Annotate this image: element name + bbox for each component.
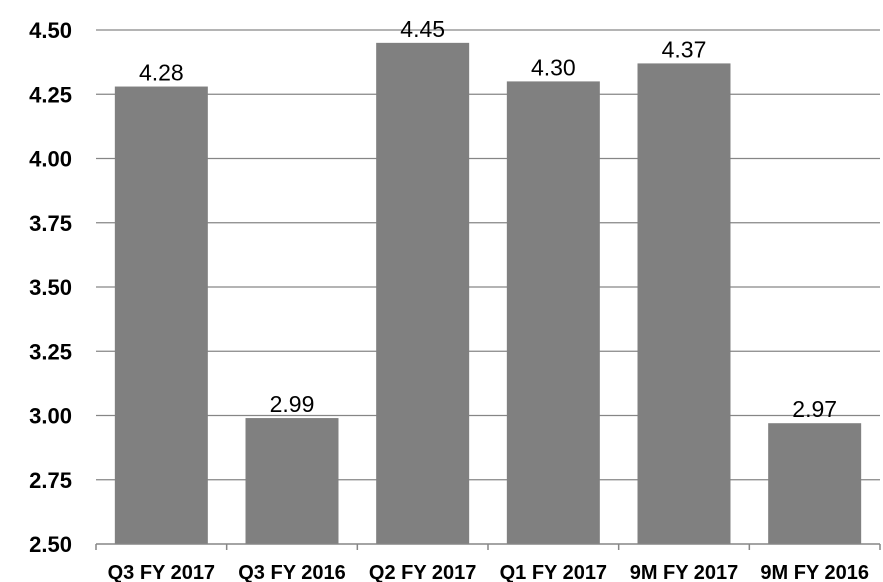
bar [506, 81, 600, 545]
axes [95, 543, 881, 550]
data-label: 2.99 [270, 391, 315, 417]
y-tick-label: 4.50 [29, 18, 72, 43]
y-tick-label: 4.00 [29, 147, 72, 172]
x-tick-label: Q3 FY 2017 [108, 562, 215, 582]
x-tick-label: 9M FY 2017 [630, 562, 739, 582]
bar [245, 418, 339, 544]
labels: 2.50 2.75 3.00 3.25 3.50 3.75 4.00 4.25 4.50 4.28… [29, 16, 869, 582]
bar [114, 86, 208, 544]
data-label: 4.37 [662, 36, 707, 62]
x-tick-label: 9M FY 2016 [760, 562, 869, 582]
gridlines [96, 29, 880, 481]
y-tick-label: 4.25 [29, 82, 72, 107]
x-tick-label: Q2 FY 2017 [369, 562, 476, 582]
bars [114, 42, 862, 545]
data-label: 4.30 [531, 54, 576, 80]
y-tick-label: 3.00 [29, 404, 72, 429]
x-tick-label: Q3 FY 2016 [238, 562, 345, 582]
data-label: 4.45 [400, 16, 445, 42]
y-tick-label: 3.25 [29, 339, 72, 364]
y-tick-label: 2.50 [29, 532, 72, 557]
bar [768, 423, 862, 544]
data-label: 4.28 [139, 60, 184, 86]
bar [637, 63, 731, 544]
x-tick-label: Q1 FY 2017 [500, 562, 607, 582]
y-tick-label: 3.75 [29, 211, 72, 236]
y-tick-label: 2.75 [29, 468, 72, 493]
data-label: 2.97 [792, 396, 837, 422]
y-tick-label: 3.50 [29, 275, 72, 300]
bar [376, 42, 470, 544]
